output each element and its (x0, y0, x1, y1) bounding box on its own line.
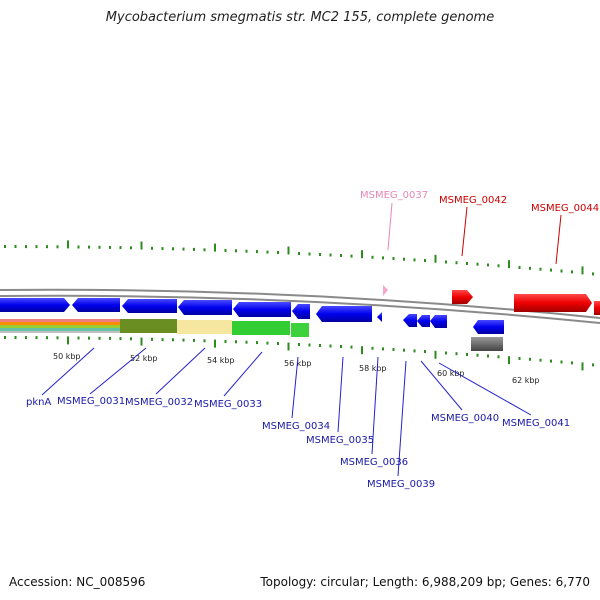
gene-arrow (122, 299, 177, 313)
band-green-2 (291, 323, 309, 337)
gene-arrow (417, 315, 430, 327)
gene-label-msmeg-0034: MSMEG_0034 (262, 421, 330, 432)
gray-feature (471, 337, 503, 351)
leader-lines-above (387, 202, 562, 265)
scale-label: 62 kbp (512, 376, 540, 385)
tick-marks-outer (4, 240, 594, 276)
gene-arrow (452, 290, 473, 304)
gene-label-msmeg-0035: MSMEG_0035 (306, 435, 374, 446)
gene-label-msmeg-0039: MSMEG_0039 (367, 479, 435, 490)
gene-arrow (292, 304, 310, 319)
scale-label: 54 kbp (207, 356, 235, 365)
gene-arrow (233, 302, 291, 317)
gene-label-msmeg-0033: MSMEG_0033 (194, 399, 262, 410)
accession-label: Accession: NC_008596 (9, 575, 146, 589)
gene-arrow (594, 301, 600, 315)
gene-label-msmeg-0032: MSMEG_0032 (125, 397, 193, 408)
scale-label: 52 kbp (130, 354, 158, 363)
band-olive (120, 319, 177, 333)
genome-stats: Topology: circular; Length: 6,988,209 bp… (260, 575, 590, 589)
gene-label-pknA: pknA (26, 397, 51, 408)
scale-label: 60 kbp (437, 369, 465, 378)
gene-arrow (0, 298, 70, 312)
gene-label-msmeg-0036: MSMEG_0036 (340, 457, 408, 468)
gene-label-msmeg-0041: MSMEG_0041 (502, 418, 570, 429)
gene-arrow (72, 298, 120, 312)
gene-arrow (316, 306, 372, 322)
gene-label-msmeg-0044: MSMEG_0044 (531, 203, 599, 214)
gene-label-msmeg-0037: MSMEG_0037 (360, 190, 428, 201)
leader-lines-below (41, 347, 532, 477)
gene-arrow (403, 314, 417, 327)
scale-labels: 50 kbp 52 kbp 54 kbp 56 kbp 58 kbp 60 kb… (53, 352, 540, 385)
map-title: Mycobacterium smegmatis str. MC2 155, co… (105, 10, 495, 25)
gene-label-msmeg-0040: MSMEG_0040 (431, 413, 499, 424)
gene-arrow (473, 320, 504, 334)
gene-labels-below: pknA MSMEG_0031 MSMEG_0032 MSMEG_0033 MS… (26, 396, 570, 490)
gene-arrow (377, 312, 382, 322)
reverse-genes (383, 285, 600, 315)
forward-genes (0, 298, 504, 334)
annotation-bands (0, 319, 309, 337)
gene-arrow (514, 294, 592, 312)
gene-labels-above: MSMEG_0037 MSMEG_0042 MSMEG_0044 (360, 190, 599, 214)
scale-label: 58 kbp (359, 364, 387, 373)
band-cream (177, 320, 232, 334)
tick-marks-inner (4, 336, 594, 371)
gene-label-msmeg-0042: MSMEG_0042 (439, 195, 507, 206)
gene-label-msmeg-0031: MSMEG_0031 (57, 396, 125, 407)
gene-arrow (383, 285, 388, 296)
band-green (232, 321, 290, 335)
gene-arrow (430, 315, 447, 328)
scale-label: 50 kbp (53, 352, 81, 361)
gene-arrow (178, 300, 232, 315)
